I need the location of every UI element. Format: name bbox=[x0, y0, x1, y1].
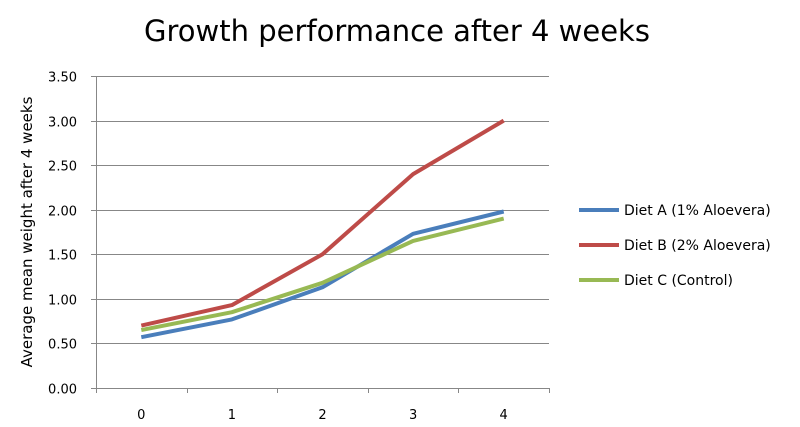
chart-title: Growth performance after 4 weeks bbox=[144, 14, 650, 48]
series-line-3 bbox=[140, 216, 505, 333]
series-line-2 bbox=[140, 118, 505, 328]
x-tick-label: 0 bbox=[137, 408, 145, 423]
y-tick-label: 1.50 bbox=[48, 249, 77, 264]
legend-label: Diet A (1% Aloevera) bbox=[624, 203, 771, 219]
series-lines bbox=[140, 118, 505, 340]
y-tick-label: 3.00 bbox=[48, 116, 77, 131]
x-axis-ticks: 0 1 2 3 4 bbox=[137, 408, 508, 423]
legend-label: Diet B (2% Aloevera) bbox=[624, 238, 771, 254]
y-tick-label: 2.00 bbox=[48, 205, 77, 220]
gridlines bbox=[91, 76, 550, 393]
legend: Diet A (1% Aloevera) Diet B (2% Aloevera)… bbox=[579, 203, 771, 289]
y-tick-label: 1.00 bbox=[48, 294, 77, 309]
y-tick-label: 0.50 bbox=[48, 338, 77, 353]
x-tick-label: 1 bbox=[228, 408, 236, 423]
y-axis-ticks: 0.00 0.50 1.00 1.50 2.00 2.50 3.00 3.50 bbox=[48, 71, 77, 398]
series-line-1 bbox=[140, 209, 505, 340]
legend-label: Diet C (Control) bbox=[624, 273, 733, 289]
y-axis-label: Average mean weight after 4 weeks bbox=[18, 96, 36, 367]
y-tick-label: 0.00 bbox=[48, 383, 77, 398]
x-tick-label: 4 bbox=[500, 408, 508, 423]
x-tick-label: 3 bbox=[409, 408, 417, 423]
x-tick-label: 2 bbox=[318, 408, 326, 423]
y-tick-label: 2.50 bbox=[48, 160, 77, 175]
y-tick-label: 3.50 bbox=[48, 71, 77, 86]
